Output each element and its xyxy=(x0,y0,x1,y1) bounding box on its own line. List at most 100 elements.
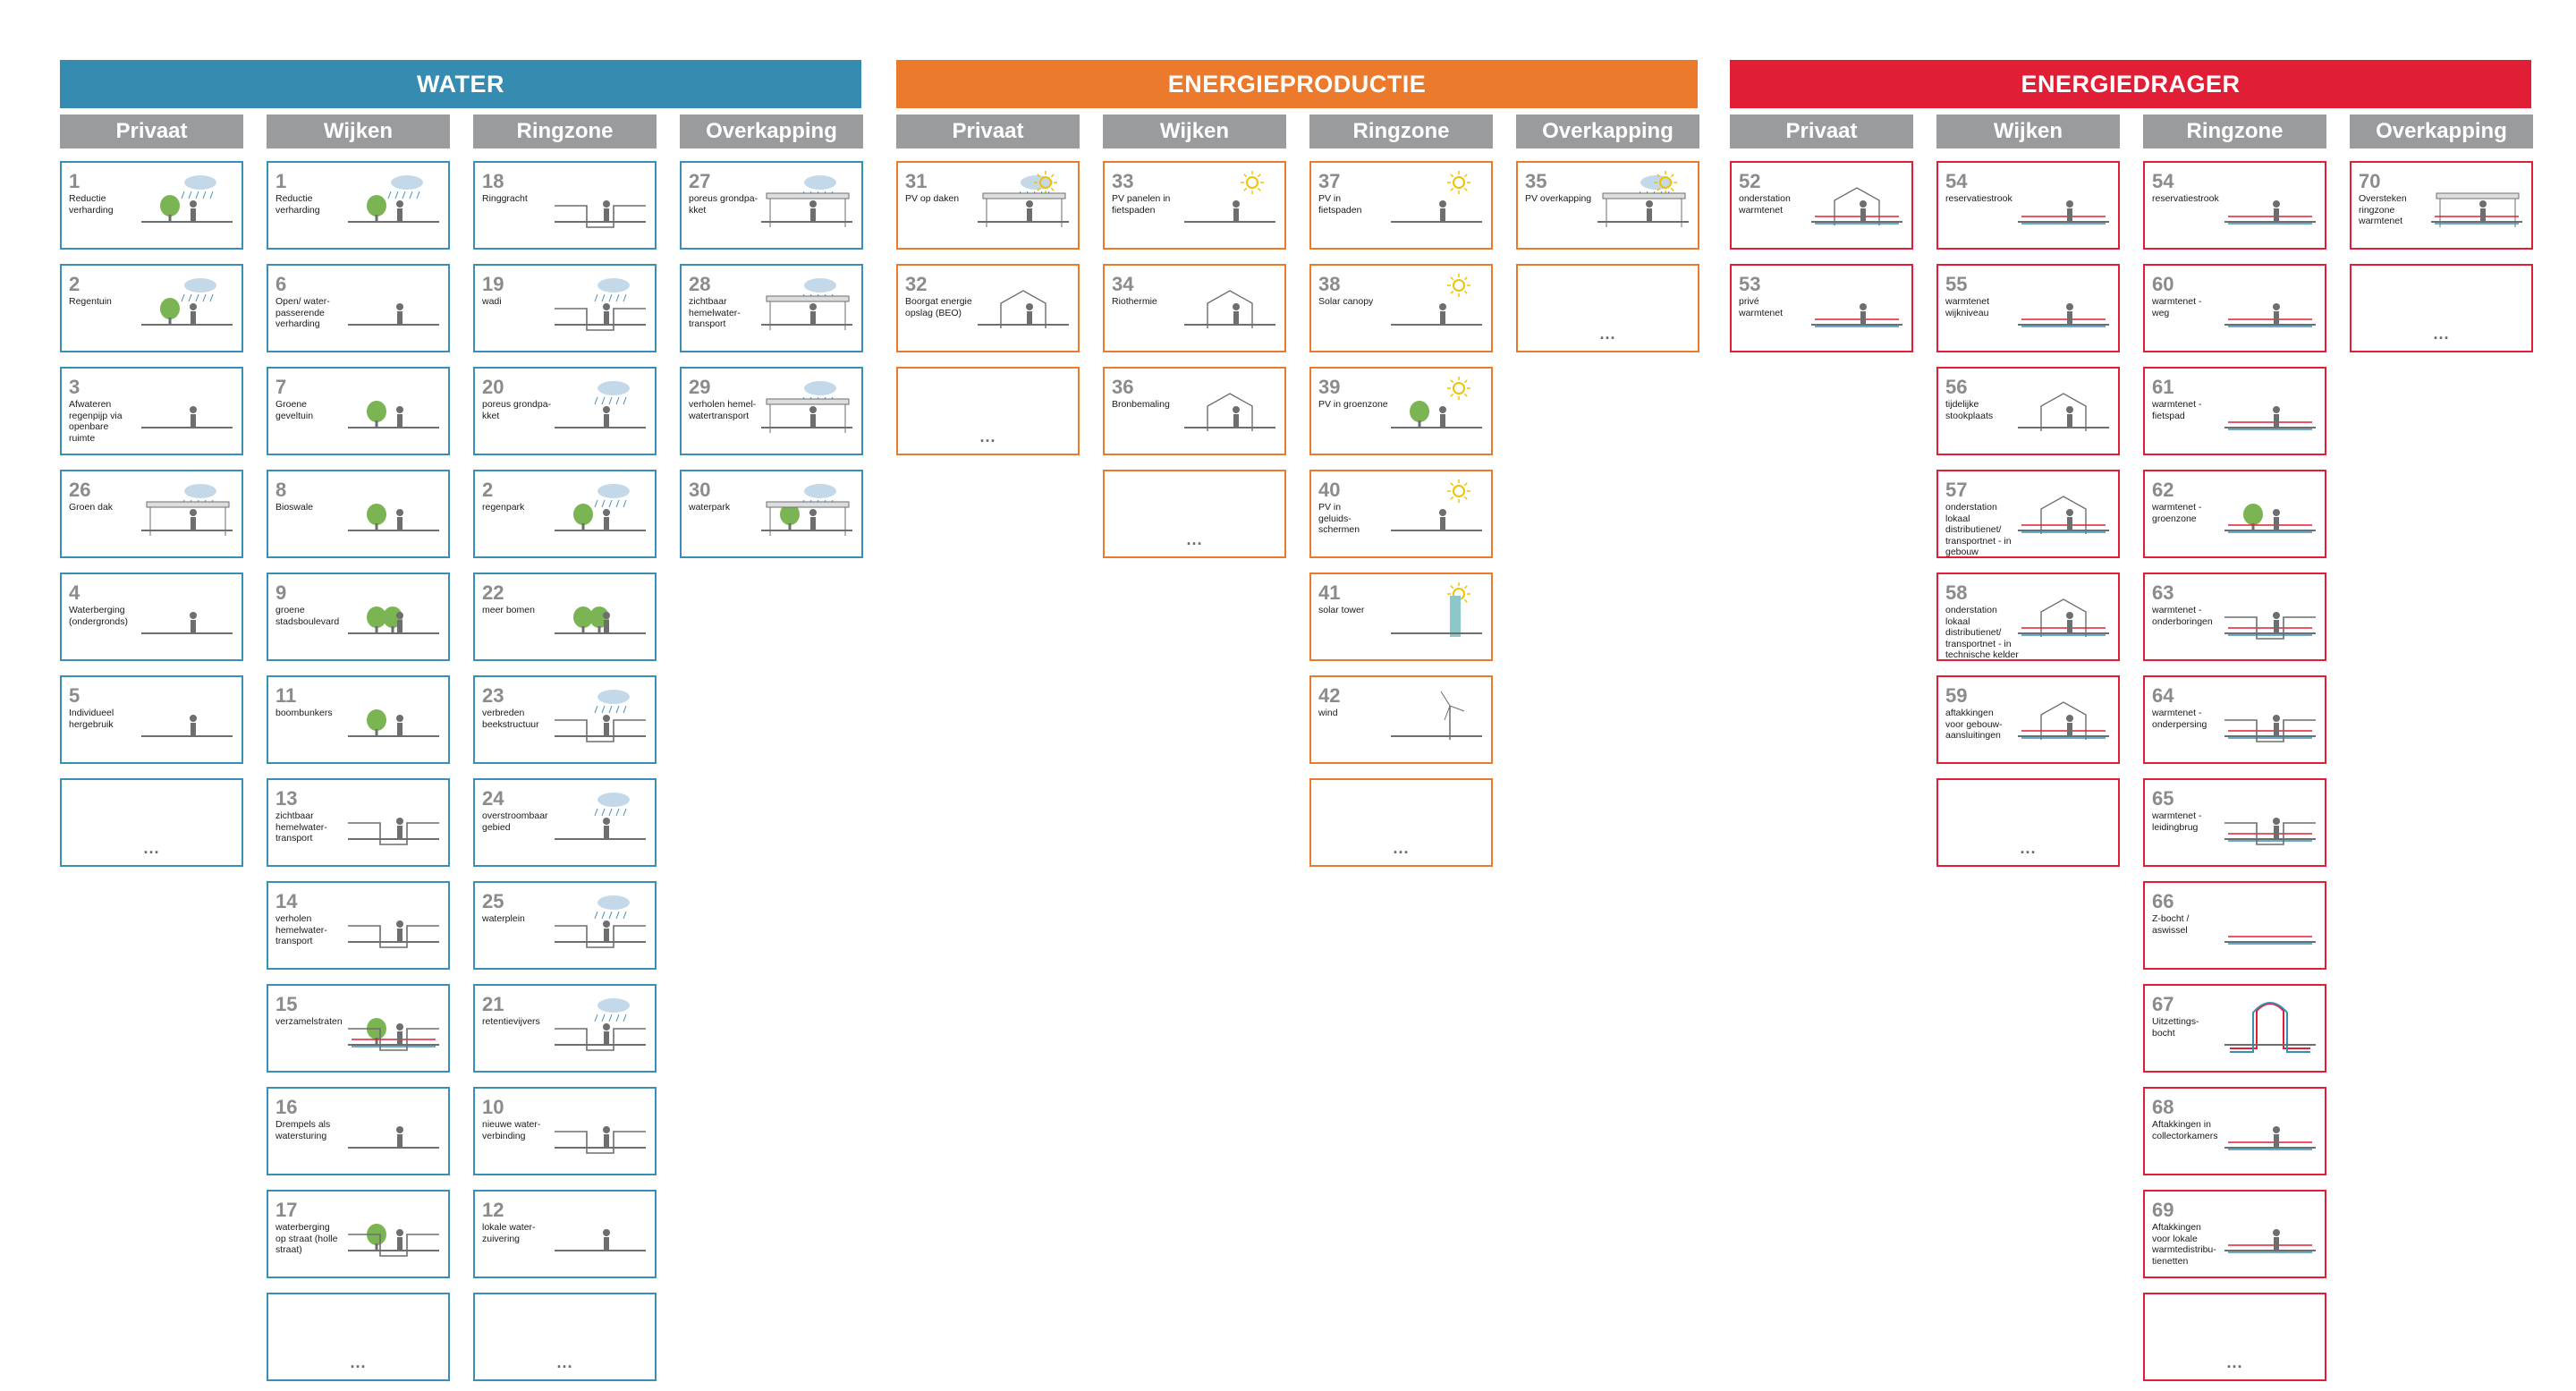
measure-card[interactable]: 8 Bioswale xyxy=(267,470,450,558)
card-number: 40 xyxy=(1318,479,1341,501)
card-label: verholen hemelwater- transport xyxy=(275,913,327,946)
measure-card[interactable]: 41 solar tower xyxy=(1309,573,1493,661)
measure-card[interactable]: 13 zichtbaar hemelwater- transport xyxy=(267,778,450,867)
measure-card[interactable]: 12 lokale water- zuivering xyxy=(473,1190,657,1278)
measure-card[interactable]: 65 warmtenet - leidingbrug xyxy=(2143,778,2326,867)
measure-card[interactable]: 4 Waterberging (ondergronds) xyxy=(60,573,243,661)
measure-card[interactable]: 1 Reductie verharding xyxy=(267,161,450,250)
card-number: 32 xyxy=(905,273,928,295)
measure-card[interactable]: 58 onderstation lokaal distributienet/ tr… xyxy=(1936,573,2120,661)
measure-card[interactable]: 63 warmtenet - onderboringen xyxy=(2143,573,2326,661)
card-label: Ringgracht xyxy=(482,193,528,204)
measure-card[interactable]: 7 Groene geveltuin xyxy=(267,367,450,455)
measure-card[interactable]: 2 regenpark xyxy=(473,470,657,558)
measure-card[interactable]: 25 waterplein xyxy=(473,881,657,970)
measure-card[interactable]: 31 PV op daken xyxy=(896,161,1080,250)
card-number: 60 xyxy=(2152,273,2174,295)
placeholder-card[interactable]: ... xyxy=(267,1293,450,1381)
measure-card[interactable]: 69 Aftakkingen voor lokale warmtedistribu… xyxy=(2143,1190,2326,1278)
measure-card[interactable]: 24 overstroombaar gebied xyxy=(473,778,657,867)
card-label: PV in groenzone xyxy=(1318,399,1388,410)
pv-greenzone-icon xyxy=(1387,376,1486,447)
solar-canopy-icon xyxy=(1387,273,1486,344)
measure-card[interactable]: 5 Individueel hergebruik xyxy=(60,675,243,764)
card-number: 35 xyxy=(1525,170,1547,192)
measure-card[interactable]: 56 tijdelijke stookplaats xyxy=(1936,367,2120,455)
card-label: Aftakkingen voor lokale warmtedistribu- … xyxy=(2152,1222,2216,1267)
measure-card[interactable]: 19 wadi xyxy=(473,264,657,352)
placeholder-card[interactable]: ... xyxy=(896,367,1080,455)
measure-card[interactable]: 20 poreus grondpa- kket xyxy=(473,367,657,455)
placeholder-card[interactable]: ... xyxy=(60,778,243,867)
measure-card[interactable]: 2 Regentuin xyxy=(60,264,243,352)
placeholder-card[interactable]: ... xyxy=(1103,470,1286,558)
measure-card[interactable]: 55 warmtenet wijkniveau xyxy=(1936,264,2120,352)
water-connection-icon xyxy=(551,1096,649,1167)
collector-chambers-icon xyxy=(2221,1096,2319,1167)
card-number: 63 xyxy=(2152,581,2174,604)
heat-pressing-icon xyxy=(2221,684,2319,756)
measure-card[interactable]: 52 onderstation warmtenet xyxy=(1730,161,1913,250)
placeholder-card[interactable]: ... xyxy=(1936,778,2120,867)
measure-card[interactable]: 33 PV panelen in fietspaden xyxy=(1103,161,1286,250)
group-header-water: WATER xyxy=(60,60,861,108)
measure-card[interactable]: 53 privé warmtenet xyxy=(1730,264,1913,352)
measure-card[interactable]: 57 onderstation lokaal distributienet/ tr… xyxy=(1936,470,2120,558)
card-label: warmtenet - fietspad xyxy=(2152,399,2202,421)
placeholder-card[interactable]: ... xyxy=(1516,264,1699,352)
placeholder-card[interactable]: ... xyxy=(473,1293,657,1381)
measure-card[interactable]: 26 Groen dak xyxy=(60,470,243,558)
measure-card[interactable]: 29 verholen hemel- watertransport xyxy=(680,367,863,455)
measure-card[interactable]: 3 Afwateren regenpijp via openbare ruimte xyxy=(60,367,243,455)
placeholder-card[interactable]: ... xyxy=(2350,264,2533,352)
measure-card[interactable]: 23 verbreden beekstructuur xyxy=(473,675,657,764)
measure-card[interactable]: 66 Z-bocht / aswissel xyxy=(2143,881,2326,970)
card-label: Bronbemaling xyxy=(1112,399,1170,410)
measure-card[interactable]: 9 groene stadsboulevard xyxy=(267,573,450,661)
measure-card[interactable]: 60 warmtenet - weg xyxy=(2143,264,2326,352)
measure-card[interactable]: 37 PV in fietspaden xyxy=(1309,161,1493,250)
measure-card[interactable]: 64 warmtenet - onderpersing xyxy=(2143,675,2326,764)
measure-card[interactable]: 62 warmtenet - groenzone xyxy=(2143,470,2326,558)
measure-card[interactable]: 40 PV in geluids- schermen xyxy=(1309,470,1493,558)
measure-card[interactable]: 6 Open/ water- passerende verharding xyxy=(267,264,450,352)
measure-card[interactable]: 22 meer bomen xyxy=(473,573,657,661)
measure-card[interactable]: 27 poreus grondpa- kket xyxy=(680,161,863,250)
measure-card[interactable]: 30 waterpark xyxy=(680,470,863,558)
measure-card[interactable]: 21 retentievijvers xyxy=(473,984,657,1073)
measure-card[interactable]: 10 nieuwe water- verbinding xyxy=(473,1087,657,1175)
measure-card[interactable]: 54 reservatiestrook xyxy=(2143,161,2326,250)
measure-card[interactable]: 38 Solar canopy xyxy=(1309,264,1493,352)
measure-card[interactable]: 54 reservatiestrook xyxy=(1936,161,2120,250)
card-label: privé warmtenet xyxy=(1739,296,1784,318)
measure-card[interactable]: 14 verholen hemelwater- transport xyxy=(267,881,450,970)
measure-card[interactable]: 32 Boorgat energie opslag (BEO) xyxy=(896,264,1080,352)
measure-card[interactable]: 1 Reductie verharding xyxy=(60,161,243,250)
card-number: 41 xyxy=(1318,581,1341,604)
measure-card[interactable]: 16 Drempels als watersturing xyxy=(267,1087,450,1175)
card-label: Uitzettings- bocht xyxy=(2152,1016,2199,1039)
measure-card[interactable]: 34 Riothermie xyxy=(1103,264,1286,352)
measure-card[interactable]: 39 PV in groenzone xyxy=(1309,367,1493,455)
measure-card[interactable]: 35 PV overkapping xyxy=(1516,161,1699,250)
measure-card[interactable]: 70 Oversteken ringzone warmtenet xyxy=(2350,161,2533,250)
card-label: poreus grondpa- kket xyxy=(482,399,552,421)
card-number: 20 xyxy=(482,376,504,398)
reuse-toilet-icon xyxy=(138,684,236,756)
measure-card[interactable]: 18 Ringgracht xyxy=(473,161,657,250)
measure-card[interactable]: 61 warmtenet - fietspad xyxy=(2143,367,2326,455)
placeholder-card[interactable]: ... xyxy=(2143,1293,2326,1381)
measure-card[interactable]: 68 Aftakkingen in collectorkamers xyxy=(2143,1087,2326,1175)
placeholder-card[interactable]: ... xyxy=(1309,778,1493,867)
measure-card[interactable]: 28 zichtbaar hemelwater- transport xyxy=(680,264,863,352)
measure-card[interactable]: 67 Uitzettings- bocht xyxy=(2143,984,2326,1073)
card-number: 36 xyxy=(1112,376,1134,398)
measure-card[interactable]: 15 verzamelstraten xyxy=(267,984,450,1073)
measure-card[interactable]: 59 aftakkingen voor gebouw- aansluitingen xyxy=(1936,675,2120,764)
measure-card[interactable]: 42 wind xyxy=(1309,675,1493,764)
measure-card[interactable]: 17 waterberging op straat (holle straat) xyxy=(267,1190,450,1278)
measure-card[interactable]: 11 boombunkers xyxy=(267,675,450,764)
card-number: 61 xyxy=(2152,376,2174,398)
column-header-energieproductie-overkapping: Overkapping xyxy=(1516,115,1699,148)
measure-card[interactable]: 36 Bronbemaling xyxy=(1103,367,1286,455)
